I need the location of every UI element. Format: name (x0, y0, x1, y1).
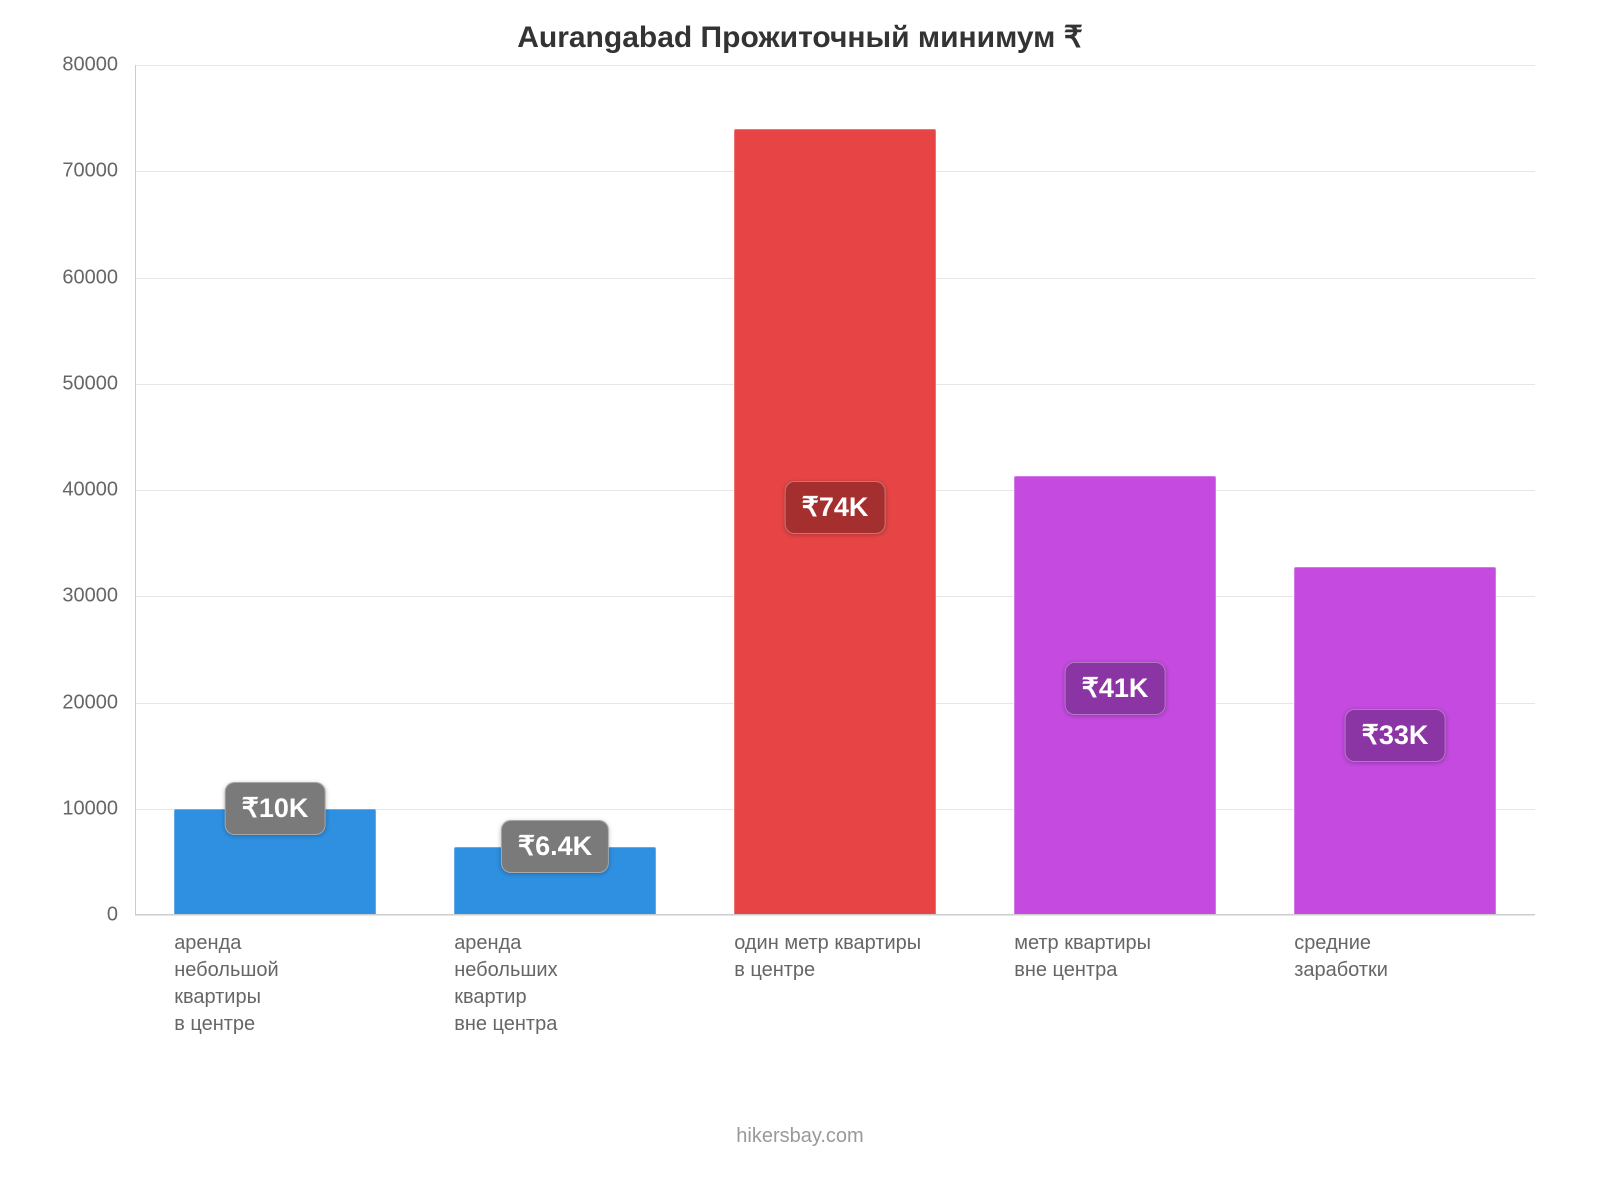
x-axis-line (135, 914, 1535, 915)
x-axis-label: метр квартиры вне центра (1014, 930, 1256, 984)
y-tick-label: 60000 (62, 266, 118, 289)
y-tick-label: 30000 (62, 585, 118, 608)
x-axis-label: один метр квартиры в центре (734, 930, 976, 984)
bar-slot: ₹33K (1255, 65, 1535, 915)
bar-value-badge: ₹33K (1345, 709, 1446, 762)
bar-slot: ₹41K (975, 65, 1255, 915)
y-tick-label: 10000 (62, 797, 118, 820)
bar-value-badge: ₹41K (1065, 662, 1166, 715)
bar-value-badge: ₹6.4K (501, 820, 609, 873)
y-tick-label: 0 (107, 904, 118, 927)
y-tick-label: 20000 (62, 691, 118, 714)
y-tick-label: 70000 (62, 160, 118, 183)
plot-area: 0100002000030000400005000060000700008000… (135, 65, 1535, 915)
x-axis-label: средние заработки (1294, 930, 1536, 984)
y-tick-label: 40000 (62, 479, 118, 502)
gridline (135, 915, 1535, 916)
credit-text: hikersbay.com (40, 1125, 1560, 1148)
bars-layer: ₹10K ₹6.4K ₹74K ₹41K ₹33K (135, 65, 1535, 915)
bar-value-badge: ₹74K (785, 481, 886, 534)
chart-container: Aurangabad Прожиточный минимум ₹ 0100002… (40, 20, 1560, 1160)
bar-slot: ₹6.4K (415, 65, 695, 915)
x-axis-label: аренда небольшой квартиры в центре (174, 930, 416, 1038)
chart-title: Aurangabad Прожиточный минимум ₹ (40, 20, 1560, 55)
x-axis-label: аренда небольших квартир вне центра (454, 930, 696, 1038)
y-tick-label: 80000 (62, 54, 118, 77)
bar-value-badge: ₹10K (225, 782, 326, 835)
y-axis: 0100002000030000400005000060000700008000… (40, 65, 130, 915)
bar-slot: ₹74K (695, 65, 975, 915)
bar-slot: ₹10K (135, 65, 415, 915)
y-tick-label: 50000 (62, 372, 118, 395)
